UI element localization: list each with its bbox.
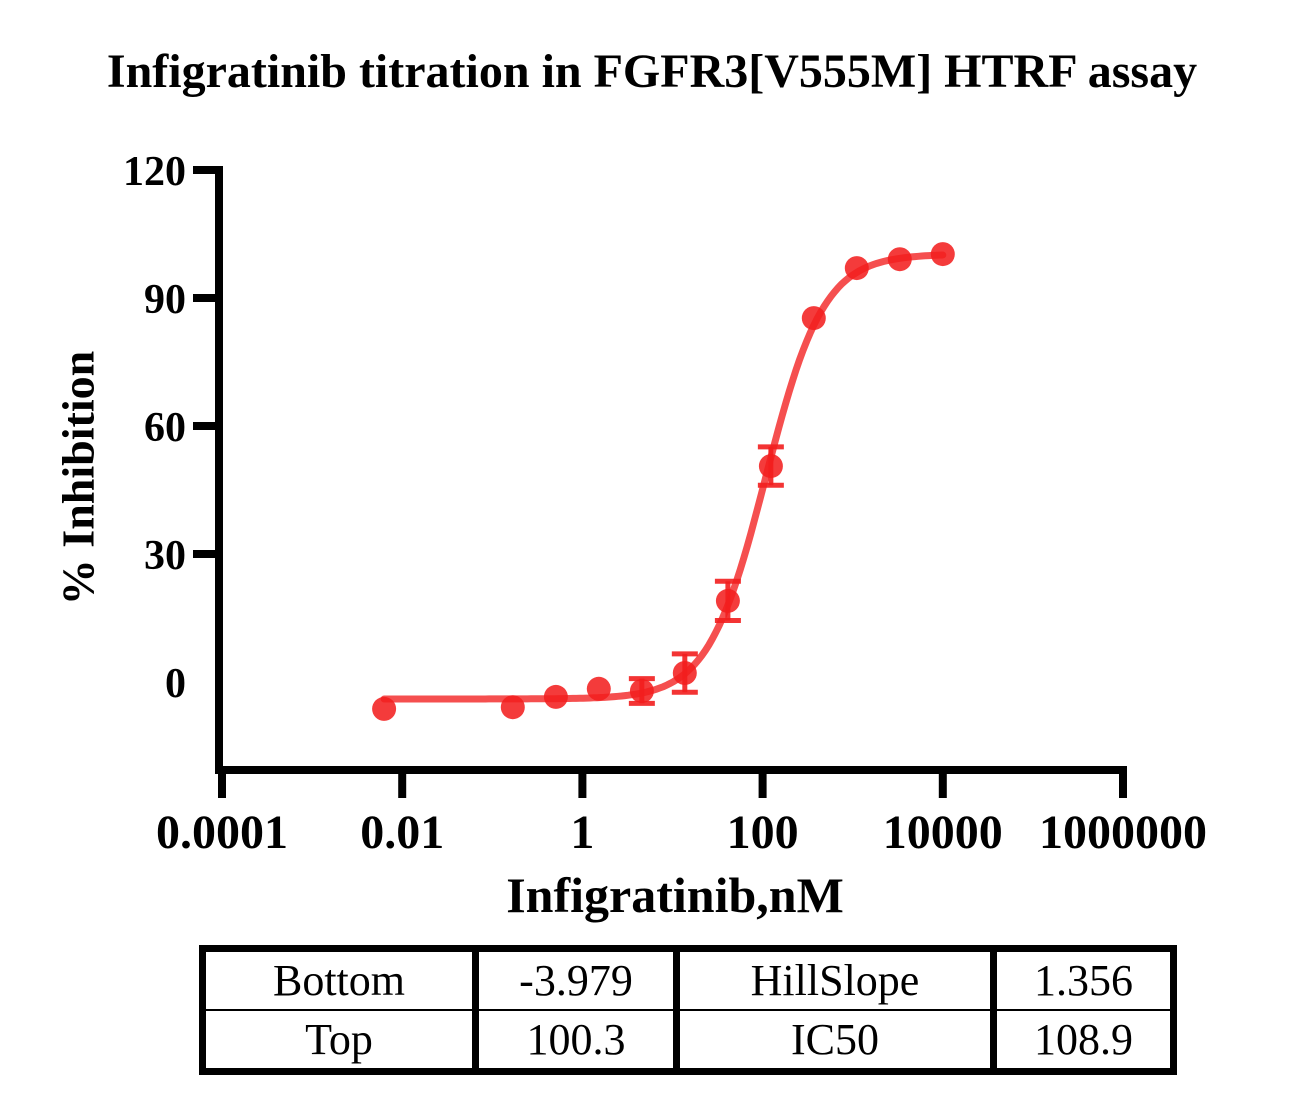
data-point-marker	[543, 684, 568, 709]
param-value-cell: 1.356	[990, 948, 1174, 1010]
table-row: Top 100.3 IC50 108.9	[202, 1009, 1174, 1072]
x-tick-label: 10000	[883, 806, 1003, 859]
y-tick-label: 0	[165, 661, 186, 707]
param-name-cell: Top	[202, 1009, 476, 1072]
x-tick-label: 100	[727, 806, 799, 859]
param-value-cell: 108.9	[990, 1009, 1174, 1072]
y-tick-label: 120	[123, 149, 186, 195]
data-point-marker	[672, 661, 697, 685]
param-name-cell: IC50	[673, 1009, 994, 1072]
data-point-marker	[930, 242, 955, 267]
param-value-cell: -3.979	[472, 948, 677, 1010]
fit-curve	[380, 251, 947, 703]
data-point-marker	[844, 256, 869, 281]
data-point-marker	[372, 696, 397, 721]
fit-results-table: Bottom -3.979 HillSlope 1.356 Top 100.3 …	[199, 945, 1177, 1075]
x-axis-title: Infigratinib,nM	[506, 867, 844, 923]
x-tick-label: 1000000	[1039, 806, 1207, 859]
y-tick-label: 30	[144, 533, 186, 579]
x-tick-label: 0.0001	[156, 806, 288, 859]
chart-title: Infigratinib titration in FGFR3[V555M] H…	[106, 45, 1198, 98]
param-name-cell: Bottom	[272, 955, 406, 1005]
data-point-marker	[715, 588, 740, 613]
y-tick-label: 60	[144, 405, 186, 451]
data-point-marker	[500, 695, 525, 720]
data-point-marker	[629, 679, 654, 703]
param-value-cell: 100.3	[472, 1009, 677, 1072]
data-point-marker	[887, 247, 912, 272]
y-tick-label: 90	[144, 277, 186, 323]
x-tick-label: 1	[570, 806, 594, 859]
table-row: Bottom -3.979 HillSlope 1.356	[203, 948, 1174, 1010]
data-point-marker	[586, 676, 611, 701]
param-name-cell: HillSlope	[673, 948, 994, 1010]
x-tick-label: 0.01	[360, 806, 444, 859]
data-point-marker	[801, 306, 826, 331]
data-point-marker	[758, 454, 783, 479]
